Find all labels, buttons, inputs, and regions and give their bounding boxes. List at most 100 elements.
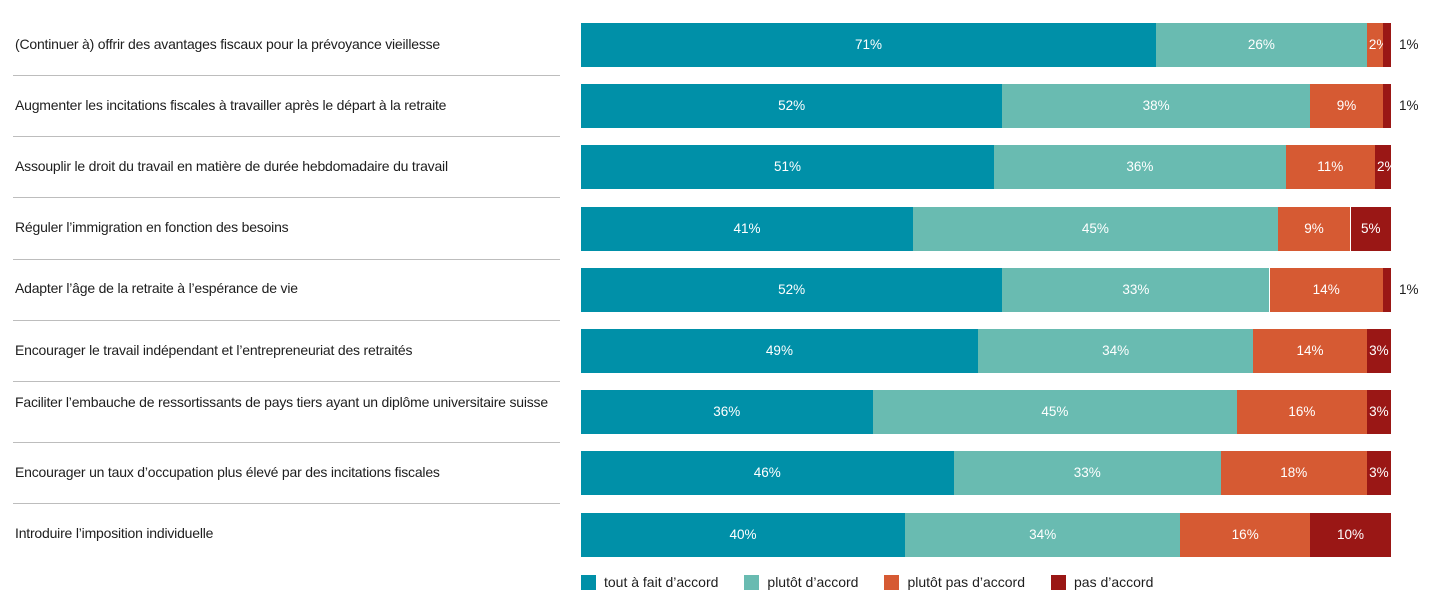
bar-segment-plut-t-d-accord [1002,267,1270,312]
category-label: Assouplir le droit du travail en matière… [15,157,448,174]
legend-item: pas d’accord [1051,574,1153,590]
data-label-outside: 1% [1399,37,1419,52]
bar-segment-plut-t-d-accord [994,145,1286,190]
data-label: 46% [753,465,781,481]
bar-row: 40% 34% 16% 10% [581,512,1391,557]
data-label: 3% [1369,404,1389,420]
legend-label: plutôt pas d’accord [907,574,1025,590]
data-label: 49% [765,343,793,358]
bar-segment-plut-t-d-accord [977,329,1254,373]
bar-segment-plut-t-pas-d-accord [1253,329,1367,373]
data-label: 16% [1288,404,1316,420]
bar-segment-plut-t-d-accord [953,451,1221,496]
bar-segment-tout-fait-d-accord [581,23,1157,67]
data-label: 34% [1029,526,1057,542]
data-label-outside: 1% [1399,281,1419,297]
row-divider [13,319,560,321]
bar-row: 36% 45% 16% 3% [581,390,1391,435]
bar-segment-plut-t-d-accord [1002,84,1310,129]
data-label: 33% [1122,281,1150,297]
row-divider [13,75,560,76]
row-divider [13,503,560,505]
data-label: 45% [1081,220,1109,236]
data-label: 41% [733,220,761,236]
bar-segment-plut-t-pas-d-accord [1220,451,1367,496]
row-divider [13,442,560,444]
data-label: 18% [1280,465,1308,481]
bar-row: 41% 45% 9% 5% [581,206,1391,251]
bar-segment-plut-t-pas-d-accord [1237,390,1367,435]
data-label: 9% [1336,98,1357,114]
row-divider [13,136,560,138]
bar-segment-tout-fait-d-accord [581,145,995,190]
bar-segment-pas-d-accord [1366,329,1391,373]
bar-segment-pas-d-accord [1350,206,1391,251]
data-label: 9% [1304,220,1324,236]
legend-item: plutôt pas d’accord [884,574,1025,590]
data-label: 38% [1142,98,1170,114]
data-label: 34% [1102,343,1130,358]
bar-segment-plut-t-pas-d-accord [1366,23,1383,67]
legend: tout à fait d’accord plutôt d’accord plutô… [581,574,1179,590]
data-label: 5% [1360,220,1381,236]
bar-segment-plut-t-pas-d-accord [1277,206,1351,251]
data-label: 10% [1336,526,1365,542]
data-label: 2% [1377,159,1397,175]
bar-segment-tout-fait-d-accord [581,451,954,496]
bar-segment-pas-d-accord [1382,267,1391,312]
legend-item: tout à fait d’accord [581,574,718,590]
bar-segment-tout-fait-d-accord [581,206,914,251]
bar-segment-tout-fait-d-accord [581,84,1003,129]
bar-segment-tout-fait-d-accord [581,267,1003,312]
data-label: 3% [1369,465,1389,481]
bar-segment-plut-t-d-accord [913,206,1278,251]
category-label: Réguler l’immigration en fonction des be… [15,219,289,236]
bar-row: 49% 34% 14% 3% [581,329,1391,373]
data-label: 36% [1126,159,1154,175]
bar-row: 71% 26% 2% 1% [581,23,1419,67]
bar-segment-pas-d-accord [1382,84,1391,129]
category-label: Encourager le travail indépendant et l’e… [15,341,413,358]
bar-segment-tout-fait-d-accord [581,329,978,373]
bar-row: 52% 33% 14% 1% [581,267,1419,312]
bar-row: 46% 33% 18% 3% [581,451,1391,496]
legend-item: plutôt d’accord [744,574,858,590]
category-label: Encourager un taux d’occupation plus éle… [15,463,440,480]
category-label: Faciliter l’embauche de ressortissants d… [15,394,548,411]
bar-row: 52% 38% 9% 1% [581,84,1419,129]
data-label: 71% [855,37,883,52]
bar-segment-plut-t-pas-d-accord [1180,512,1310,557]
legend-swatch [581,574,596,590]
data-label: 40% [729,526,757,542]
data-label: 51% [774,159,802,175]
category-label: (Continuer à) offrir des avantages fisca… [15,35,441,52]
data-label: 14% [1296,343,1324,358]
bar-row: 51% 36% 11% 2% [581,145,1397,190]
data-label: 11% [1317,159,1344,175]
bar-segment-plut-t-d-accord [872,390,1238,435]
data-label: 33% [1073,465,1101,481]
bar-segment-pas-d-accord [1374,145,1391,190]
bar-segment-tout-fait-d-accord [581,390,873,435]
bar-segment-plut-t-d-accord [905,512,1181,557]
data-label: 3% [1369,343,1389,358]
bar-segment-plut-t-d-accord [1156,23,1367,67]
data-label: 36% [713,404,741,420]
row-divider [13,381,560,382]
data-label: 16% [1231,526,1259,542]
bar-segment-pas-d-accord [1366,451,1391,496]
bar-segment-pas-d-accord [1310,512,1391,557]
bar-segment-tout-fait-d-accord [581,512,905,557]
legend-label: plutôt d’accord [767,574,859,590]
legend-label: pas d’accord [1074,574,1154,590]
category-label: Adapter l’âge de la retraite à l’espéran… [15,280,298,297]
row-divider [13,258,560,260]
row-divider [13,197,560,199]
bar-segment-pas-d-accord [1382,23,1391,67]
data-label-outside: 1% [1399,98,1419,114]
bar-segment-pas-d-accord [1366,390,1391,435]
data-label: 52% [778,98,806,114]
category-label: Augmenter les incitations fiscales à tra… [15,96,447,113]
legend-label: tout à fait d’accord [604,574,719,590]
